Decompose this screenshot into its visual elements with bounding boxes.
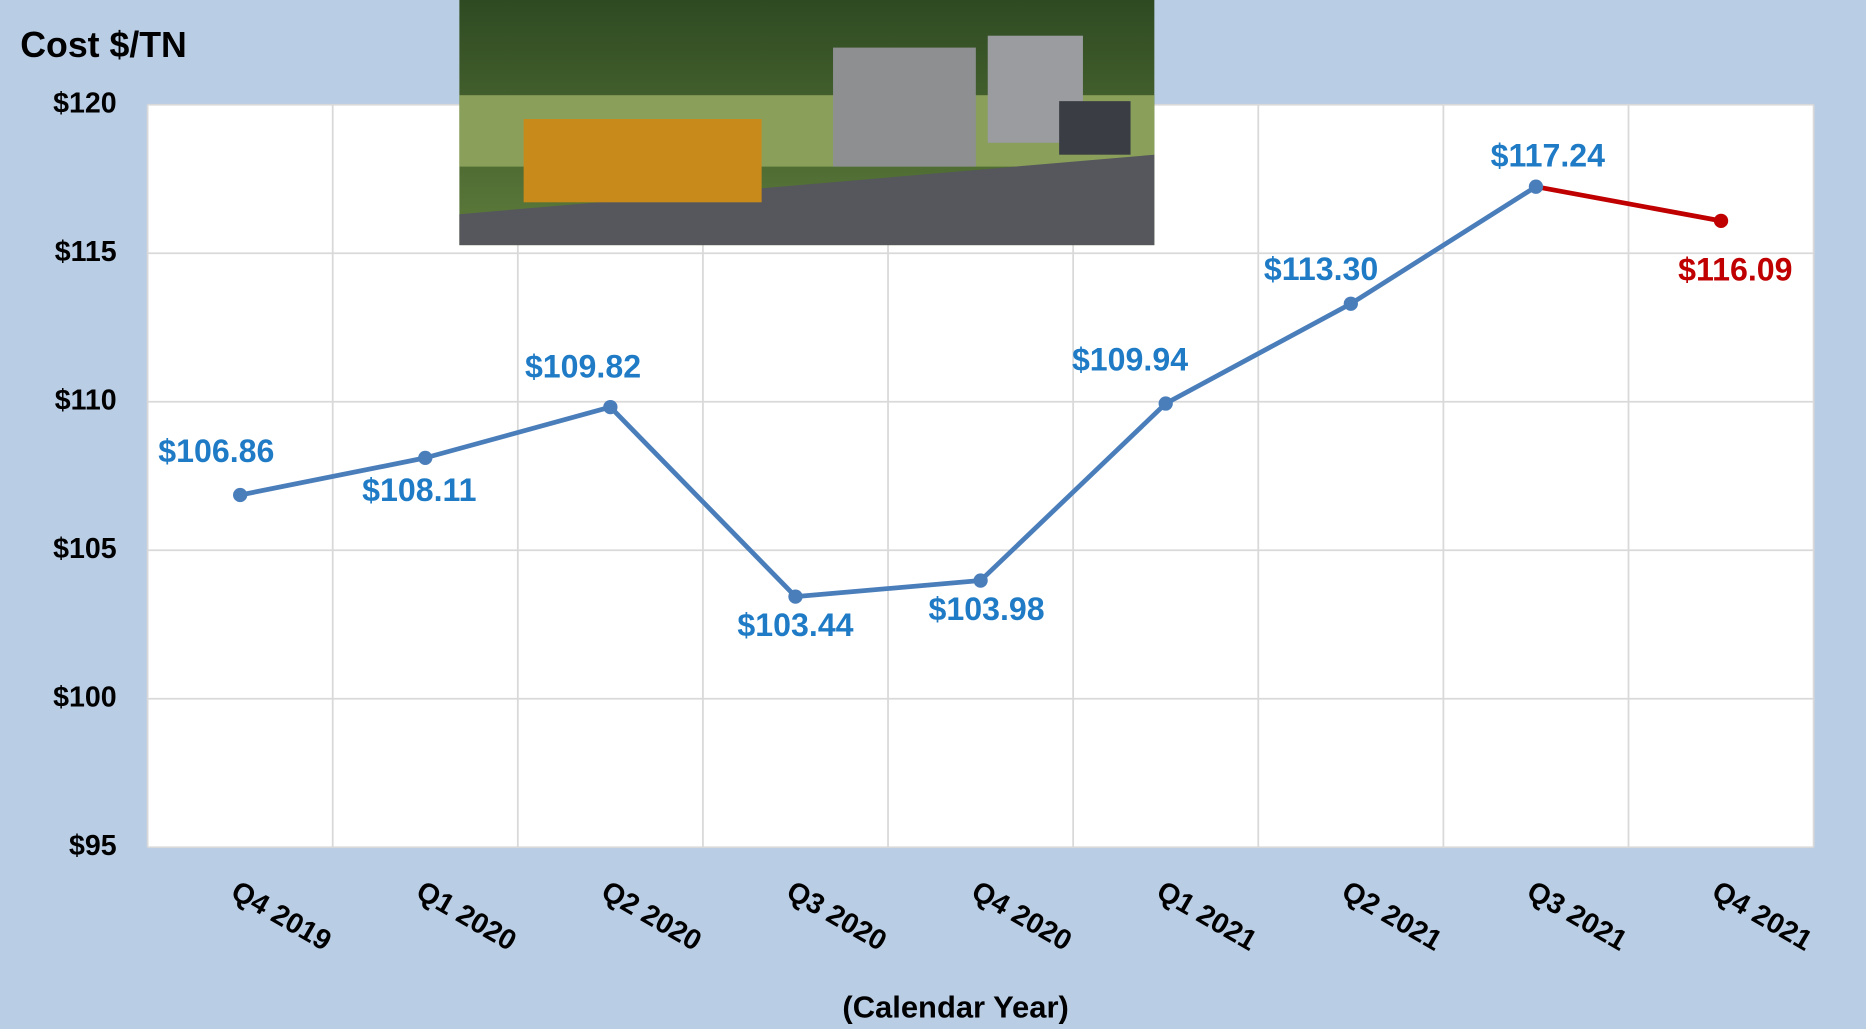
page: {"chart_data": {"type": "line", "title":… (0, 0, 1866, 1029)
data-label: $116.09 (1678, 252, 1792, 288)
y-tick-label: $95 (69, 830, 117, 862)
y-tick-label: $110 (55, 384, 117, 416)
data-label: $106.86 (158, 433, 274, 469)
data-point (1344, 297, 1358, 311)
y-tick-label: $100 (53, 681, 117, 713)
data-label: $103.44 (737, 607, 853, 643)
data-point (1529, 180, 1543, 194)
photo-cab (1059, 101, 1130, 155)
chart-title: Cost $/TN (20, 25, 187, 65)
data-label: $108.11 (362, 472, 476, 508)
data-label: $109.94 (1072, 341, 1188, 377)
data-point (603, 400, 617, 414)
data-point (418, 451, 432, 465)
data-label: $103.98 (928, 591, 1044, 627)
data-point (973, 573, 987, 587)
data-point (233, 488, 247, 502)
photo (459, 0, 1154, 245)
data-point (1159, 396, 1173, 410)
y-tick-label: $105 (53, 533, 117, 565)
data-label: $109.82 (525, 348, 641, 384)
data-label: $113.30 (1264, 251, 1378, 287)
data-label: $117.24 (1491, 138, 1605, 174)
chart: Cost $/TN (Calendar Year) $95 $100 $105 $11… (0, 0, 1866, 1029)
x-axis-title: (Calendar Year) (842, 989, 1068, 1024)
photo-paver (524, 119, 762, 202)
data-point (788, 589, 802, 603)
photo-machine (833, 48, 976, 167)
y-tick-label: $115 (55, 236, 117, 268)
data-point (1714, 214, 1728, 228)
y-tick-label: $120 (53, 87, 117, 119)
